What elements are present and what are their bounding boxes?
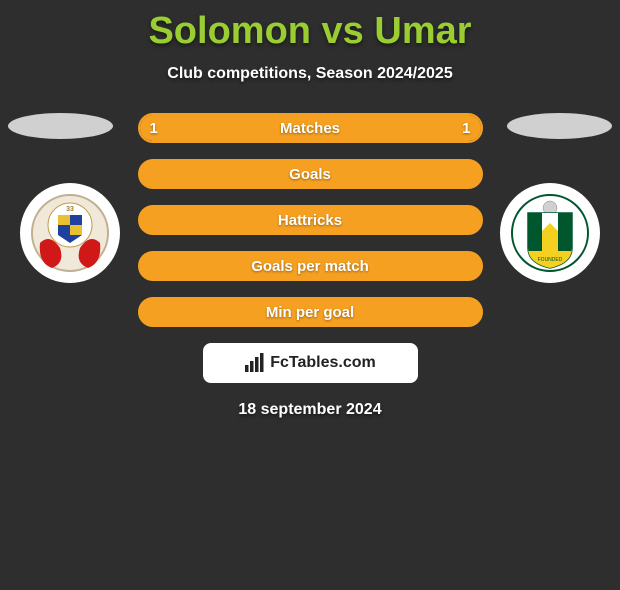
svg-text:FOUNDED: FOUNDED [538,257,563,263]
date-label: 18 september 2024 [0,401,620,419]
stat-label: Goals [289,166,331,183]
ellipse-right [507,113,612,139]
page-title: Solomon vs Umar [0,10,620,53]
chart-bars-icon [244,353,264,373]
stat-row-goals: Goals [138,159,483,189]
team-badge-right: FOUNDED [500,183,600,283]
subtitle: Club competitions, Season 2024/2025 [0,65,620,83]
team-crest-left: 33 [30,193,110,273]
team-badge-left: 33 [20,183,120,283]
stats-list: Matches 1 1 Goals Hattricks Goals per match Mi… [138,113,483,327]
attribution-text: FcTables.com [270,354,376,372]
comparison-panel: 33 FOUNDED Matches 1 1 Goals Hattricks Goals … [0,113,620,419]
attribution-box: FcTables.com [203,343,418,383]
stat-row-matches: Matches 1 1 [138,113,483,143]
team-crest-right: FOUNDED [510,193,590,273]
stat-label: Min per goal [266,304,354,321]
ellipse-left [8,113,113,139]
stat-value-right: 1 [462,120,470,137]
stat-row-min-per-goal: Min per goal [138,297,483,327]
stat-label: Matches [280,120,340,137]
stat-row-goals-per-match: Goals per match [138,251,483,281]
stat-label: Hattricks [278,212,342,229]
stat-value-left: 1 [150,120,158,137]
svg-text:33: 33 [66,206,74,213]
stat-row-hattricks: Hattricks [138,205,483,235]
stat-label: Goals per match [251,258,369,275]
